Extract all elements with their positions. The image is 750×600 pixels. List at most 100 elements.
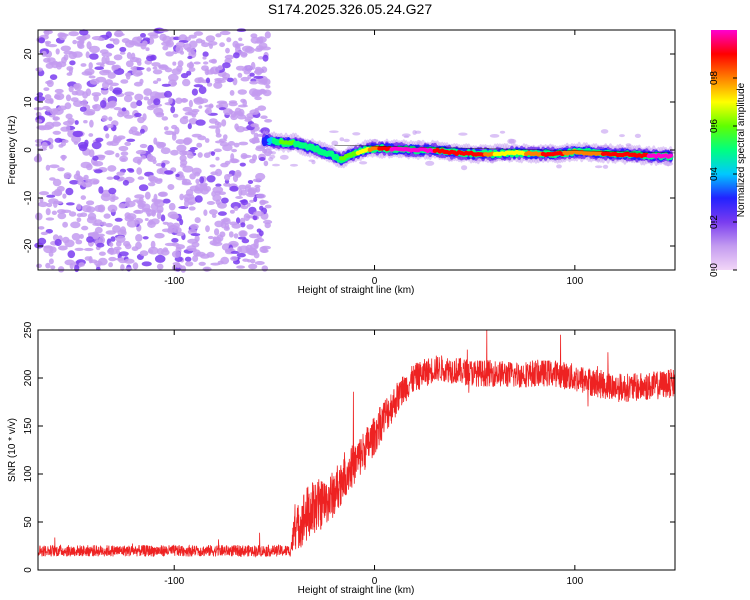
noise-blob [70, 221, 81, 229]
noise-blob [53, 188, 63, 197]
noise-blob [253, 196, 258, 202]
noise-blob [91, 141, 102, 150]
noise-blob [66, 66, 74, 71]
noise-blob [80, 195, 87, 201]
noise-blob [125, 40, 135, 48]
colorbar-tick-label: 0.6 [709, 119, 720, 133]
spectrogram-marks [33, 27, 676, 273]
noise-blob [232, 77, 238, 86]
noise-blob [97, 37, 106, 42]
noise-blob [141, 261, 152, 267]
noise-blob [211, 58, 217, 64]
noise-blob [79, 106, 87, 112]
faint-blob [272, 163, 280, 167]
noise-blob [132, 199, 143, 203]
noise-blob [124, 243, 132, 250]
noise-blob [256, 193, 266, 199]
noise-blob [220, 218, 230, 223]
noise-blob [92, 155, 99, 161]
noise-blob [94, 219, 103, 227]
noise-blob [222, 144, 233, 152]
noise-blob [88, 62, 93, 70]
faint-blob [594, 165, 603, 169]
noise-blob [163, 126, 169, 131]
noise-blob [35, 67, 43, 72]
noise-blob [217, 211, 227, 216]
noise-blob [80, 63, 87, 67]
noise-blob [57, 266, 65, 273]
noise-blob [233, 206, 239, 211]
noise-blob [33, 107, 44, 111]
noise-blob [163, 90, 173, 98]
noise-blob [191, 108, 200, 113]
noise-blob [235, 196, 244, 199]
noise-blob [55, 48, 60, 55]
noise-blob [214, 228, 220, 236]
noise-blob [254, 261, 265, 265]
noise-blob [62, 193, 67, 199]
noise-blob [184, 199, 189, 208]
colorbar-tick-label: 0.2 [709, 215, 720, 229]
noise-blob [66, 202, 75, 206]
noise-blob [76, 40, 84, 49]
faint-blob [289, 163, 299, 167]
noise-blob [35, 119, 43, 123]
noise-blob [257, 56, 264, 60]
noise-blob [97, 257, 108, 266]
noise-blob [180, 159, 188, 166]
noise-blob [164, 130, 175, 135]
snr-y-tick-label: 0 [23, 567, 34, 573]
noise-blob [58, 144, 64, 148]
noise-blob [249, 158, 256, 164]
noise-blob [158, 142, 167, 148]
noise-blob [50, 265, 56, 270]
faint-blob [507, 138, 515, 144]
noise-blob [262, 54, 269, 62]
noise-blob [264, 31, 271, 39]
noise-blob [194, 217, 201, 224]
noise-blob [147, 182, 156, 187]
noise-blob [133, 81, 143, 87]
noise-blob [124, 200, 136, 208]
noise-blob [153, 193, 158, 202]
colorbar-ticks: 0.0 0.2 0.4 0.6 0.8 [709, 71, 737, 277]
noise-blob [188, 118, 198, 125]
noise-blob [252, 178, 262, 183]
noise-blob [81, 71, 93, 76]
spectrogram-y-tick-label: 10 [23, 96, 34, 108]
noise-blob [47, 44, 58, 48]
noise-blob [240, 222, 246, 228]
noise-blob [199, 176, 205, 184]
colorbar-tick-label: 0.0 [709, 263, 720, 277]
noise-blob [179, 218, 184, 226]
noise-blob [208, 125, 219, 129]
noise-blob [49, 74, 58, 80]
faint-blob [412, 130, 417, 135]
noise-blob [190, 233, 201, 237]
faint-blob [489, 134, 500, 138]
noise-blob [51, 121, 62, 127]
noise-blob [198, 86, 207, 95]
noise-blob [152, 159, 157, 165]
noise-blob [186, 62, 195, 69]
noise-blob [41, 124, 53, 131]
noise-blob [263, 160, 269, 167]
noise-blob [147, 98, 153, 106]
noise-blob [40, 231, 49, 236]
noise-blob [176, 262, 181, 269]
noise-blob [249, 140, 261, 144]
noise-blob [188, 67, 196, 72]
spectrogram-x-tick-label: 100 [566, 276, 583, 287]
noise-blob [187, 152, 194, 159]
noise-blob [106, 123, 114, 129]
noise-blob [209, 164, 216, 168]
noise-blob [35, 212, 43, 221]
noise-blob [43, 245, 53, 249]
noise-blob [250, 36, 260, 44]
noise-blob [179, 150, 188, 156]
noise-blob [114, 32, 125, 37]
noise-blob [202, 51, 209, 57]
noise-blob [168, 97, 173, 105]
